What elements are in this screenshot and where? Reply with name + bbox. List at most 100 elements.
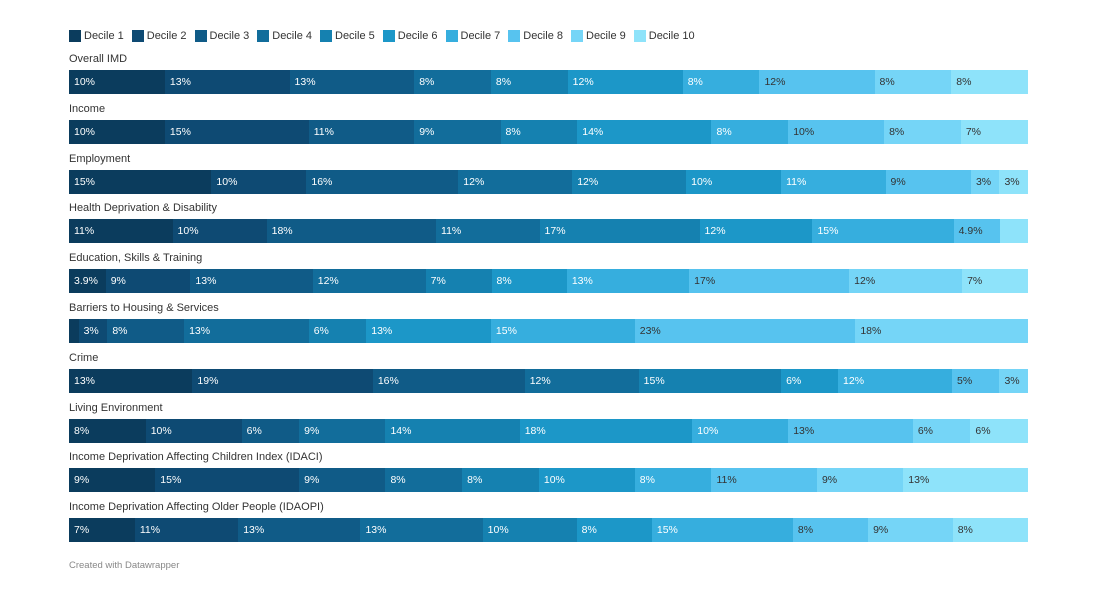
legend-item-decile-8: Decile 8 bbox=[508, 30, 563, 42]
bar-segment-decile-9: 12% bbox=[849, 269, 963, 294]
bar-segment-decile-4: 8% bbox=[385, 468, 463, 493]
segment-value-label: 14% bbox=[582, 125, 604, 138]
segment-value-label: 7% bbox=[74, 524, 90, 537]
bar-segment-decile-10: 7% bbox=[962, 269, 1028, 294]
bar-segment-decile-3: 13% bbox=[238, 518, 361, 543]
legend-label: Decile 1 bbox=[84, 30, 124, 42]
bar-segment-decile-7: 8% bbox=[634, 468, 712, 493]
bar-segment-decile-2: 10% bbox=[211, 169, 307, 194]
segment-value-label: 11% bbox=[716, 474, 737, 487]
segment-value-label: 5% bbox=[956, 374, 973, 387]
segment-value-label: 7% bbox=[430, 275, 446, 288]
bar-segment-decile-5: 14% bbox=[385, 418, 520, 443]
bar-segment-decile-10: 8% bbox=[951, 70, 1028, 94]
category-label: Crime bbox=[69, 351, 99, 364]
bar-segment-decile-2: 15% bbox=[164, 119, 309, 144]
legend-swatch bbox=[445, 30, 458, 42]
bar-segment-decile-9: 6% bbox=[912, 418, 971, 443]
legend-item-decile-3: Decile 3 bbox=[194, 30, 250, 42]
segment-value-label: 7% bbox=[967, 275, 983, 288]
segment-value-label: 15% bbox=[160, 474, 182, 487]
segment-value-label: 8% bbox=[112, 324, 128, 337]
bar-segment-decile-2: 13% bbox=[164, 70, 290, 94]
segment-value-label: 10% bbox=[177, 225, 199, 238]
bar-segment-decile-2: 3% bbox=[78, 318, 108, 343]
stacked-bar: 3% 8% 13% 6% 13% 15% 23% 18% bbox=[69, 318, 1028, 343]
segment-value-label: 13% bbox=[189, 324, 211, 337]
bar-segment-decile-1: 3.9% bbox=[69, 269, 106, 294]
segment-value-label: 13% bbox=[243, 524, 265, 537]
segment-value-label: 17% bbox=[544, 225, 566, 238]
bar-segment-decile-6: 10% bbox=[686, 169, 782, 194]
segment-value-label: 11% bbox=[313, 125, 334, 138]
chart-row: Crime 13% 19% 16% 12% 15% 6% 12% 5% 3% bbox=[69, 349, 1029, 399]
legend-item-decile-6: Decile 6 bbox=[382, 30, 438, 42]
bar-segment-decile-4: 12% bbox=[524, 368, 639, 393]
bar-segment-decile-3: 16% bbox=[372, 368, 525, 393]
segment-value-label: 13% bbox=[793, 424, 815, 437]
segment-value-label: 9% bbox=[890, 175, 906, 188]
segment-value-label: 11% bbox=[74, 225, 95, 238]
bar-segment-decile-8: 5% bbox=[951, 368, 1000, 393]
legend-label: Decile 2 bbox=[146, 30, 187, 42]
bar-segment-decile-2: 9% bbox=[105, 269, 191, 294]
segment-value-label: 15% bbox=[643, 374, 665, 387]
bar-segment-decile-3: 18% bbox=[266, 219, 437, 244]
bar-segment-decile-9: 8% bbox=[874, 70, 952, 94]
stacked-bar: 10% 13% 13% 8% 8% 12% 8% 12% 8% 8% bbox=[69, 70, 1028, 94]
bar-segment-decile-2: 10% bbox=[172, 219, 267, 244]
segment-value-label: 7% bbox=[965, 125, 981, 138]
segment-value-label: 8% bbox=[390, 474, 406, 487]
segment-value-label: 8% bbox=[716, 125, 732, 138]
segment-value-label: 9% bbox=[74, 474, 90, 487]
legend-swatch bbox=[571, 30, 583, 42]
segment-value-label: 10% bbox=[793, 125, 815, 138]
bar-segment-decile-8: 23% bbox=[634, 318, 856, 343]
bar-segment-decile-6: 18% bbox=[519, 418, 693, 443]
segment-value-label: 3% bbox=[1004, 175, 1020, 188]
bar-segment-decile-4: 11% bbox=[436, 219, 540, 244]
chart-row: Income Deprivation Affecting Children In… bbox=[69, 448, 1029, 498]
segment-value-label: 13% bbox=[371, 324, 393, 337]
bar-segment-decile-5: 8% bbox=[500, 119, 578, 144]
segment-value-label: 13% bbox=[365, 524, 387, 537]
bar-segment-decile-1: 10% bbox=[69, 119, 165, 144]
segment-value-label: 8% bbox=[74, 424, 90, 437]
category-label: Income bbox=[69, 102, 106, 115]
legend-item-decile-4: Decile 4 bbox=[257, 30, 312, 42]
bar-segment-decile-2: 10% bbox=[145, 418, 242, 443]
stacked-bar: 13% 19% 16% 12% 15% 6% 12% 5% 3% bbox=[69, 368, 1028, 393]
legend-swatch bbox=[508, 30, 521, 42]
bar-segment-decile-5: 6% bbox=[308, 318, 367, 343]
bar-segment-decile-5: 8% bbox=[490, 70, 568, 94]
stacked-bar: 11% 10% 18% 11% 17% 12% 15% 4.9% bbox=[69, 219, 1028, 244]
legend-swatch bbox=[633, 30, 646, 42]
legend-item-decile-5: Decile 5 bbox=[320, 30, 375, 42]
segment-value-label: 9% bbox=[110, 275, 126, 288]
segment-value-label: 15% bbox=[495, 324, 517, 337]
legend-swatch bbox=[320, 30, 332, 42]
segment-value-label: 13% bbox=[195, 275, 217, 288]
bar-segment-decile-9: 8% bbox=[884, 119, 961, 144]
bar-segment-decile-6: 8% bbox=[491, 269, 567, 294]
legend-swatch bbox=[69, 30, 81, 42]
bar-segment-decile-1: 9% bbox=[69, 468, 156, 493]
segment-value-label: 4.9% bbox=[958, 225, 983, 238]
segment-value-label: 3% bbox=[83, 324, 99, 337]
segment-value-label: 8% bbox=[505, 125, 521, 138]
segment-value-label: 3.9% bbox=[74, 275, 98, 288]
segment-value-label: 6% bbox=[917, 424, 934, 437]
segment-value-label: 3% bbox=[975, 175, 992, 188]
bar-segment-decile-6: 6% bbox=[781, 368, 839, 393]
legend-item-decile-1: Decile 1 bbox=[69, 30, 124, 42]
segment-value-label: 11% bbox=[786, 175, 807, 188]
segment-value-label: 12% bbox=[704, 225, 726, 238]
category-label: Income Deprivation Affecting Older Peopl… bbox=[69, 501, 324, 514]
segment-value-label: 11% bbox=[139, 524, 161, 537]
legend-label: Decile 3 bbox=[209, 30, 250, 42]
segment-value-label: 6% bbox=[246, 424, 262, 437]
legend-label: Decile 4 bbox=[272, 30, 312, 42]
segment-value-label: 3% bbox=[1004, 374, 1020, 387]
bar-segment-decile-1: 13% bbox=[69, 368, 193, 393]
segment-value-label: 23% bbox=[639, 324, 661, 337]
